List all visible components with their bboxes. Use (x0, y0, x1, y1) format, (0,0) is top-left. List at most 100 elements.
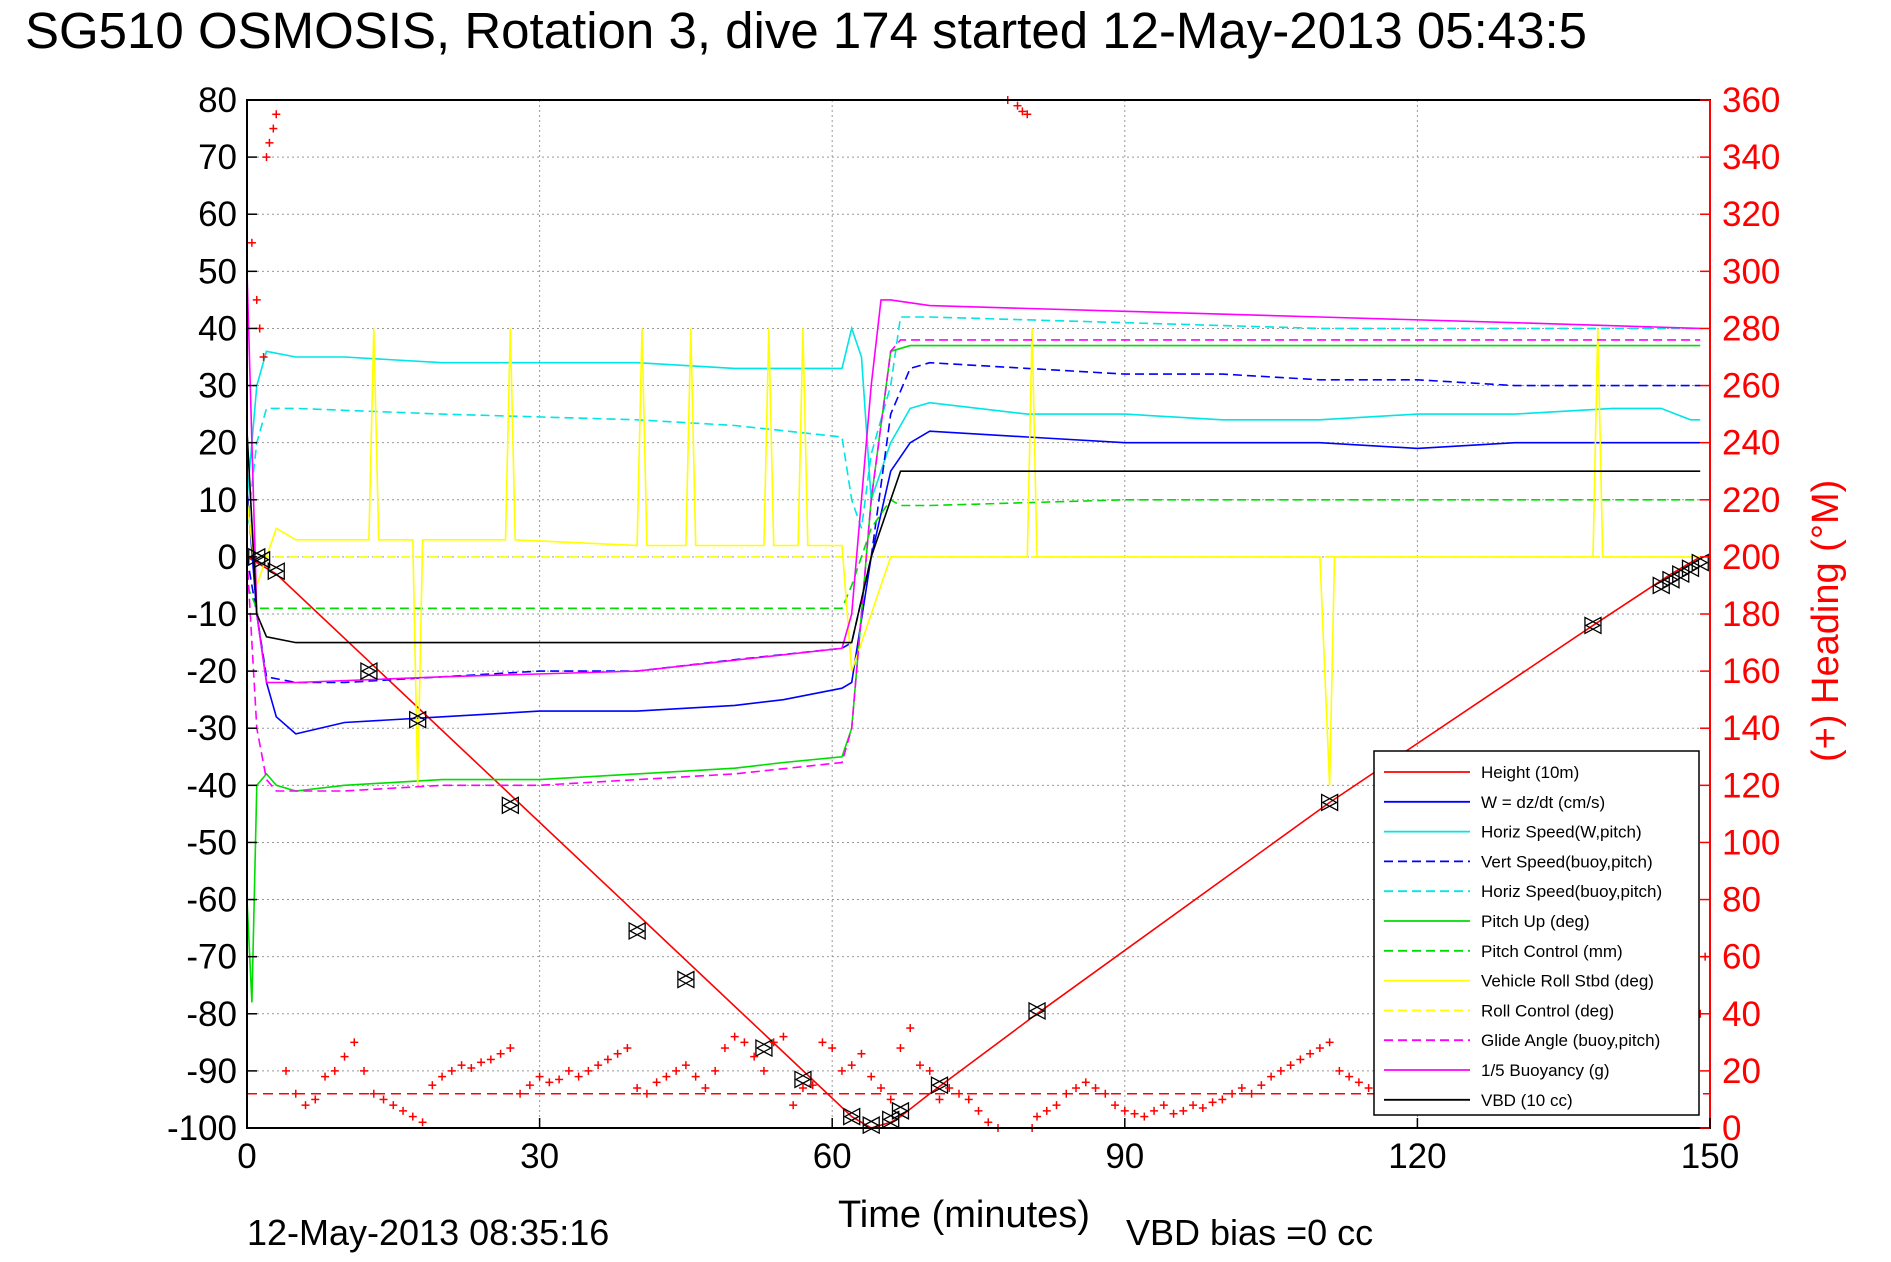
heading-point (759, 1066, 768, 1075)
heading-point (564, 1066, 573, 1075)
dive-markers (248, 547, 1709, 1135)
heading-point (255, 324, 264, 333)
heading-point (672, 1066, 681, 1075)
heading-point (818, 1038, 827, 1047)
legend-label-3: Vert Speed(buoy,pitch) (1481, 852, 1653, 871)
heading-point (262, 153, 271, 162)
heading-point (798, 1084, 807, 1093)
heading-point (1189, 1101, 1198, 1110)
tick-labels: 80706050403020100-10-20-30-40-50-60-70-8… (167, 81, 1780, 1176)
heading-point (633, 1084, 642, 1093)
y-right-tick-label-0: 360 (1722, 81, 1780, 120)
heading-point (828, 1044, 837, 1053)
heading-point (584, 1066, 593, 1075)
x-tick-label-0: 0 (237, 1137, 256, 1176)
heading-point (1091, 1084, 1100, 1093)
heading-point (252, 295, 261, 304)
y-right-tick-label-16: 40 (1722, 995, 1761, 1034)
heading-point (711, 1066, 720, 1075)
heading-point (272, 110, 281, 119)
heading-point (954, 1089, 963, 1098)
heading-point (1130, 1109, 1139, 1118)
heading-point (1042, 1106, 1051, 1115)
heading-point (265, 138, 274, 147)
heading-point (1120, 1106, 1129, 1115)
heading-point (477, 1058, 486, 1067)
heading-point (555, 1075, 564, 1084)
heading-point (1257, 1081, 1266, 1090)
heading-point (1111, 1101, 1120, 1110)
dive-marker (1662, 570, 1680, 589)
legend-label-6: Pitch Control (mm) (1481, 942, 1623, 961)
vbd-bias-label: VBD bias =0 cc (1126, 1212, 1373, 1253)
dive-marker (1028, 1001, 1046, 1021)
y-right-tick-label-7: 220 (1722, 481, 1780, 520)
heading-point (1023, 110, 1032, 119)
dive-marker (882, 1110, 900, 1129)
y-tick-label-16: -80 (186, 995, 237, 1034)
dive-marker (1672, 564, 1690, 584)
heading-point (1179, 1106, 1188, 1115)
y-right-tick-label-13: 100 (1722, 823, 1780, 862)
legend-label-0: Height (10m) (1481, 763, 1579, 782)
heading-point (389, 1101, 398, 1110)
series-line-5 (246, 344, 1701, 1003)
heading-point (935, 1095, 944, 1104)
heading-point (330, 1066, 339, 1075)
series-layer (246, 271, 1701, 1129)
series-line-10 (246, 271, 1701, 684)
heading-point (896, 1044, 905, 1053)
y-tick-label-12: -40 (186, 766, 237, 805)
x-tick-label-5: 150 (1681, 1137, 1739, 1176)
heading-point (1159, 1101, 1168, 1110)
y-tick-label-8: 0 (218, 538, 237, 577)
legend-label-1: W = dz/dt (cm/s) (1481, 793, 1605, 812)
x-tick-label-2: 60 (813, 1137, 852, 1176)
legend-label-9: Glide Angle (buoy,pitch) (1481, 1031, 1660, 1050)
heading-point (1150, 1106, 1159, 1115)
legend-label-11: VBD (10 cc) (1481, 1091, 1573, 1110)
y-tick-label-6: 20 (198, 424, 237, 463)
y-right-tick-label-12: 120 (1722, 766, 1780, 805)
heading-point (1296, 1055, 1305, 1064)
y-tick-label-1: 70 (198, 138, 237, 177)
heading-point (623, 1044, 632, 1053)
dive-marker (1681, 559, 1700, 578)
heading-point (1169, 1109, 1178, 1118)
heading-point (886, 1095, 895, 1104)
heading-point (594, 1061, 603, 1070)
heading-point (867, 1072, 876, 1081)
y-right-tick-label-5: 260 (1722, 367, 1780, 406)
heading-point (259, 353, 268, 361)
y-right-tick-label-8: 200 (1722, 538, 1780, 577)
dive-marker (755, 1038, 773, 1058)
series-line-9 (246, 339, 1701, 792)
heading-point (247, 238, 256, 247)
heading-point (876, 1084, 885, 1093)
dive-marker (267, 562, 285, 581)
heading-point (1228, 1089, 1237, 1098)
heading-point (291, 1089, 300, 1098)
heading-point (1013, 101, 1022, 110)
series-line-0 (246, 556, 1701, 1129)
legend-label-5: Pitch Up (deg) (1481, 912, 1590, 931)
heading-point (269, 124, 278, 133)
y-tick-label-10: -20 (186, 652, 237, 691)
heading-point (1286, 1061, 1295, 1070)
y-right-tick-label-9: 180 (1722, 595, 1780, 634)
heading-point (1325, 1038, 1334, 1047)
heading-point (301, 1101, 310, 1110)
legend-label-2: Horiz Speed(W,pitch) (1481, 823, 1642, 842)
dive-marker (252, 550, 271, 569)
y-tick-label-11: -30 (186, 709, 237, 748)
heading-point (506, 1044, 515, 1053)
y-right-tick-label-2: 320 (1722, 195, 1780, 234)
series-line-6 (246, 498, 1701, 610)
dive-marker (1691, 553, 1709, 572)
heading-point (360, 1066, 369, 1075)
x-tick-label-1: 30 (520, 1137, 559, 1176)
heading-point (769, 1038, 778, 1047)
heading-point (379, 1095, 388, 1104)
dive-marker (1584, 616, 1602, 635)
series-line-3 (246, 361, 1701, 684)
